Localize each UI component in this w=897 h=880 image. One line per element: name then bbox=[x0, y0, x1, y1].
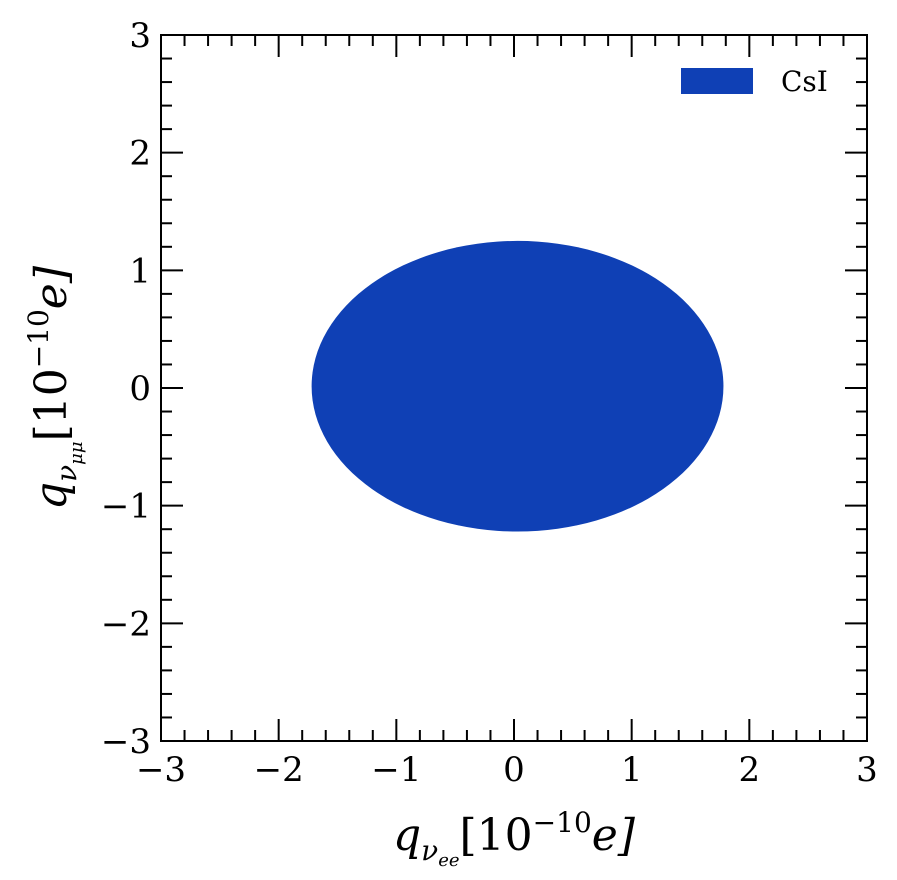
x-tick-label: 3 bbox=[856, 750, 878, 790]
x-tick-label: −1 bbox=[371, 750, 421, 790]
x-tick-label: 2 bbox=[739, 750, 761, 790]
y-tick-label: 1 bbox=[129, 251, 151, 291]
y-tick-label: −2 bbox=[101, 604, 151, 644]
y-tick-label: 0 bbox=[129, 369, 151, 409]
x-tick-label: −3 bbox=[136, 750, 186, 790]
y-tick-label: −1 bbox=[101, 487, 151, 527]
x-tick-label: 1 bbox=[621, 750, 643, 790]
legend-swatch-csi bbox=[681, 68, 753, 94]
y-tick-label: 3 bbox=[129, 16, 151, 56]
y-tick-label: 2 bbox=[129, 134, 151, 174]
plot-frame bbox=[160, 34, 868, 742]
legend-label-csi: CsI bbox=[781, 65, 828, 98]
csi-allowed-region bbox=[311, 240, 724, 532]
x-tick-label: −2 bbox=[254, 750, 304, 790]
legend: CsI bbox=[681, 65, 828, 98]
x-tick-label: 0 bbox=[503, 750, 525, 790]
x-axis-label: qνee[10−10e] bbox=[393, 806, 636, 871]
y-tick-label: −3 bbox=[101, 722, 151, 762]
tick-labels: −3 −2 −1 0 1 2 3 −3 −2 −1 0 1 2 3 bbox=[101, 16, 878, 790]
y-axis-label: qνμμ[10−10e] bbox=[22, 265, 87, 510]
region-layer bbox=[311, 240, 724, 532]
